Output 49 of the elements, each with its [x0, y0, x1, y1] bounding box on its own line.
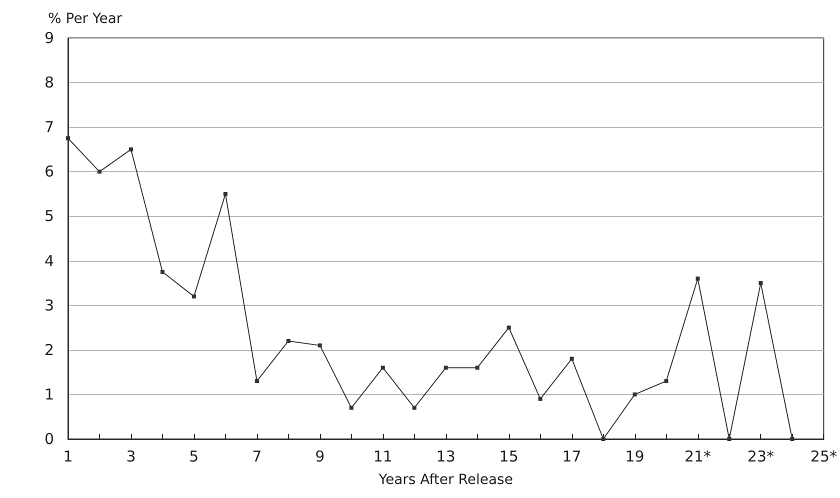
y-tick-label: 4 — [44, 252, 54, 270]
x-tick-label: 25* — [810, 448, 838, 466]
x-tick-label: 19 — [625, 448, 644, 466]
point — [632, 392, 637, 396]
point — [506, 326, 511, 330]
point — [444, 366, 448, 370]
point — [790, 437, 794, 441]
y-tick-label: 8 — [44, 74, 54, 92]
point — [664, 379, 668, 384]
point — [601, 437, 606, 441]
point — [318, 343, 322, 348]
y-tick-label: 3 — [44, 296, 54, 314]
point — [758, 281, 763, 286]
x-tick-label: 21* — [684, 448, 712, 466]
x-tick-label: 15 — [499, 448, 518, 466]
point — [66, 136, 70, 140]
x-axis-title: Years After Release — [378, 472, 513, 488]
x-tick-label: 5 — [189, 448, 199, 466]
y-tick-label: 2 — [44, 340, 54, 359]
x-tick-label: 23* — [747, 448, 775, 466]
point — [223, 192, 228, 196]
y-tick-label: 0 — [44, 430, 54, 448]
x-tick-label: 3 — [126, 448, 136, 466]
y-tick-label: 5 — [44, 207, 54, 226]
point — [727, 437, 732, 441]
point — [254, 379, 259, 384]
point — [349, 406, 354, 410]
point — [538, 396, 542, 401]
point — [570, 356, 574, 361]
point — [286, 338, 290, 343]
point — [475, 366, 480, 370]
x-tick-label: 7 — [252, 448, 262, 466]
x-tick-label: 9 — [315, 448, 325, 466]
x-tick-label: 13 — [436, 448, 456, 466]
point — [97, 170, 102, 174]
point — [128, 147, 133, 152]
point — [412, 406, 416, 410]
y-tick-label: 6 — [44, 162, 54, 181]
y-tick-label: 1 — [44, 385, 54, 404]
point — [160, 270, 164, 274]
y-axis-title: % Per Year — [48, 11, 122, 27]
point — [192, 294, 196, 298]
y-tick-label: 9 — [44, 29, 54, 47]
x-tick-label: 17 — [562, 448, 582, 466]
x-tick-label: 11 — [373, 448, 392, 466]
y-tick-label: 7 — [44, 118, 54, 136]
point — [380, 366, 385, 370]
x-tick-label: 1 — [63, 448, 73, 466]
point — [696, 276, 700, 281]
